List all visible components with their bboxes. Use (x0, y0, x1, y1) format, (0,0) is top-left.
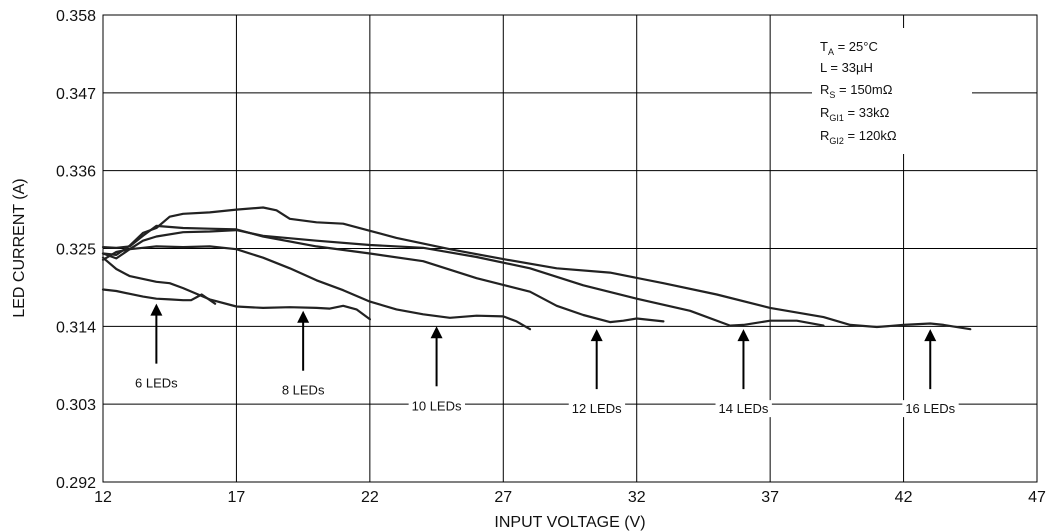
condition-symbol: R (820, 105, 829, 120)
series-label-background (568, 400, 626, 418)
series-label: 12 LEDs (572, 401, 622, 416)
x-tick-label: 12 (94, 489, 112, 506)
series-line (101, 256, 371, 321)
annotation-arrow-head (590, 329, 603, 342)
y-tick-labels: 0.292 0.303 0.314 0.325 0.336 0.347 0.358 (56, 8, 96, 492)
series-line (101, 229, 825, 327)
condition-subscript: GI2 (829, 136, 844, 146)
condition-value: = 120kΩ (844, 128, 897, 143)
y-axis-title: LED CURRENT (A) (11, 178, 28, 317)
series-annotations: 6 LEDs 8 LEDs 10 LEDs 12 LEDs 14 LEDs 16 LEDs (132, 303, 959, 418)
y-tick-label: 0.314 (56, 319, 96, 336)
y-tick-label: 0.303 (56, 397, 96, 414)
series-line (101, 224, 665, 324)
x-tick-label: 22 (361, 489, 379, 506)
conditions-background (812, 28, 972, 154)
series-label: 16 LEDs (905, 401, 955, 416)
x-tick-label: 37 (761, 489, 779, 506)
y-tick-label: 0.292 (56, 475, 96, 492)
series-label-background (715, 400, 772, 418)
condition-value: = 33kΩ (844, 105, 890, 120)
annotation-arrow-head (150, 303, 163, 316)
condition-symbol: T (820, 39, 828, 54)
annotation-arrow-head (297, 310, 310, 323)
x-tick-label: 27 (494, 489, 512, 506)
annotation-arrow-head (430, 326, 443, 339)
y-tick-label: 0.347 (56, 86, 96, 103)
series-label-background (408, 397, 465, 415)
x-axis-title: INPUT VOLTAGE (V) (494, 514, 645, 531)
series-line (101, 288, 217, 305)
series-label-background (902, 400, 959, 418)
condition-value: = 25°C (834, 39, 878, 54)
condition-subscript: GI1 (829, 113, 844, 123)
x-tick-label: 17 (228, 489, 246, 506)
condition-value: = 150mΩ (835, 82, 892, 97)
condition-line: L = 33µH (820, 60, 873, 75)
series-label: 8 LEDs (282, 383, 325, 398)
series-label-background (132, 374, 182, 392)
series-label-background (278, 381, 328, 399)
condition-line: RS = 150mΩ (820, 82, 893, 100)
condition-subscript: S (829, 90, 835, 100)
series-label: 10 LEDs (412, 398, 462, 413)
condition-line: RGI2 = 120kΩ (820, 128, 897, 146)
series-line (101, 206, 972, 331)
annotation-arrow-head (737, 329, 750, 342)
x-tick-label: 47 (1028, 489, 1046, 506)
condition-subscript: A (828, 47, 834, 57)
series-line (101, 245, 532, 331)
x-tick-label: 42 (895, 489, 913, 506)
condition-symbol: R (820, 82, 829, 97)
y-tick-label: 0.358 (56, 8, 96, 25)
condition-symbol: L = 33µH (820, 60, 873, 75)
condition-line: TA = 25°C (820, 39, 878, 57)
series-label: 14 LEDs (719, 401, 769, 416)
condition-line: RGI1 = 33kΩ (820, 105, 890, 123)
y-tick-label: 0.325 (56, 242, 96, 259)
x-tick-label: 32 (628, 489, 646, 506)
annotation-arrow-head (924, 329, 937, 342)
condition-symbol: R (820, 128, 829, 143)
y-tick-label: 0.336 (56, 164, 96, 181)
x-tick-labels: 12 17 22 27 32 37 42 47 (94, 489, 1046, 506)
data-lines (101, 206, 972, 331)
series-label: 6 LEDs (135, 376, 178, 391)
